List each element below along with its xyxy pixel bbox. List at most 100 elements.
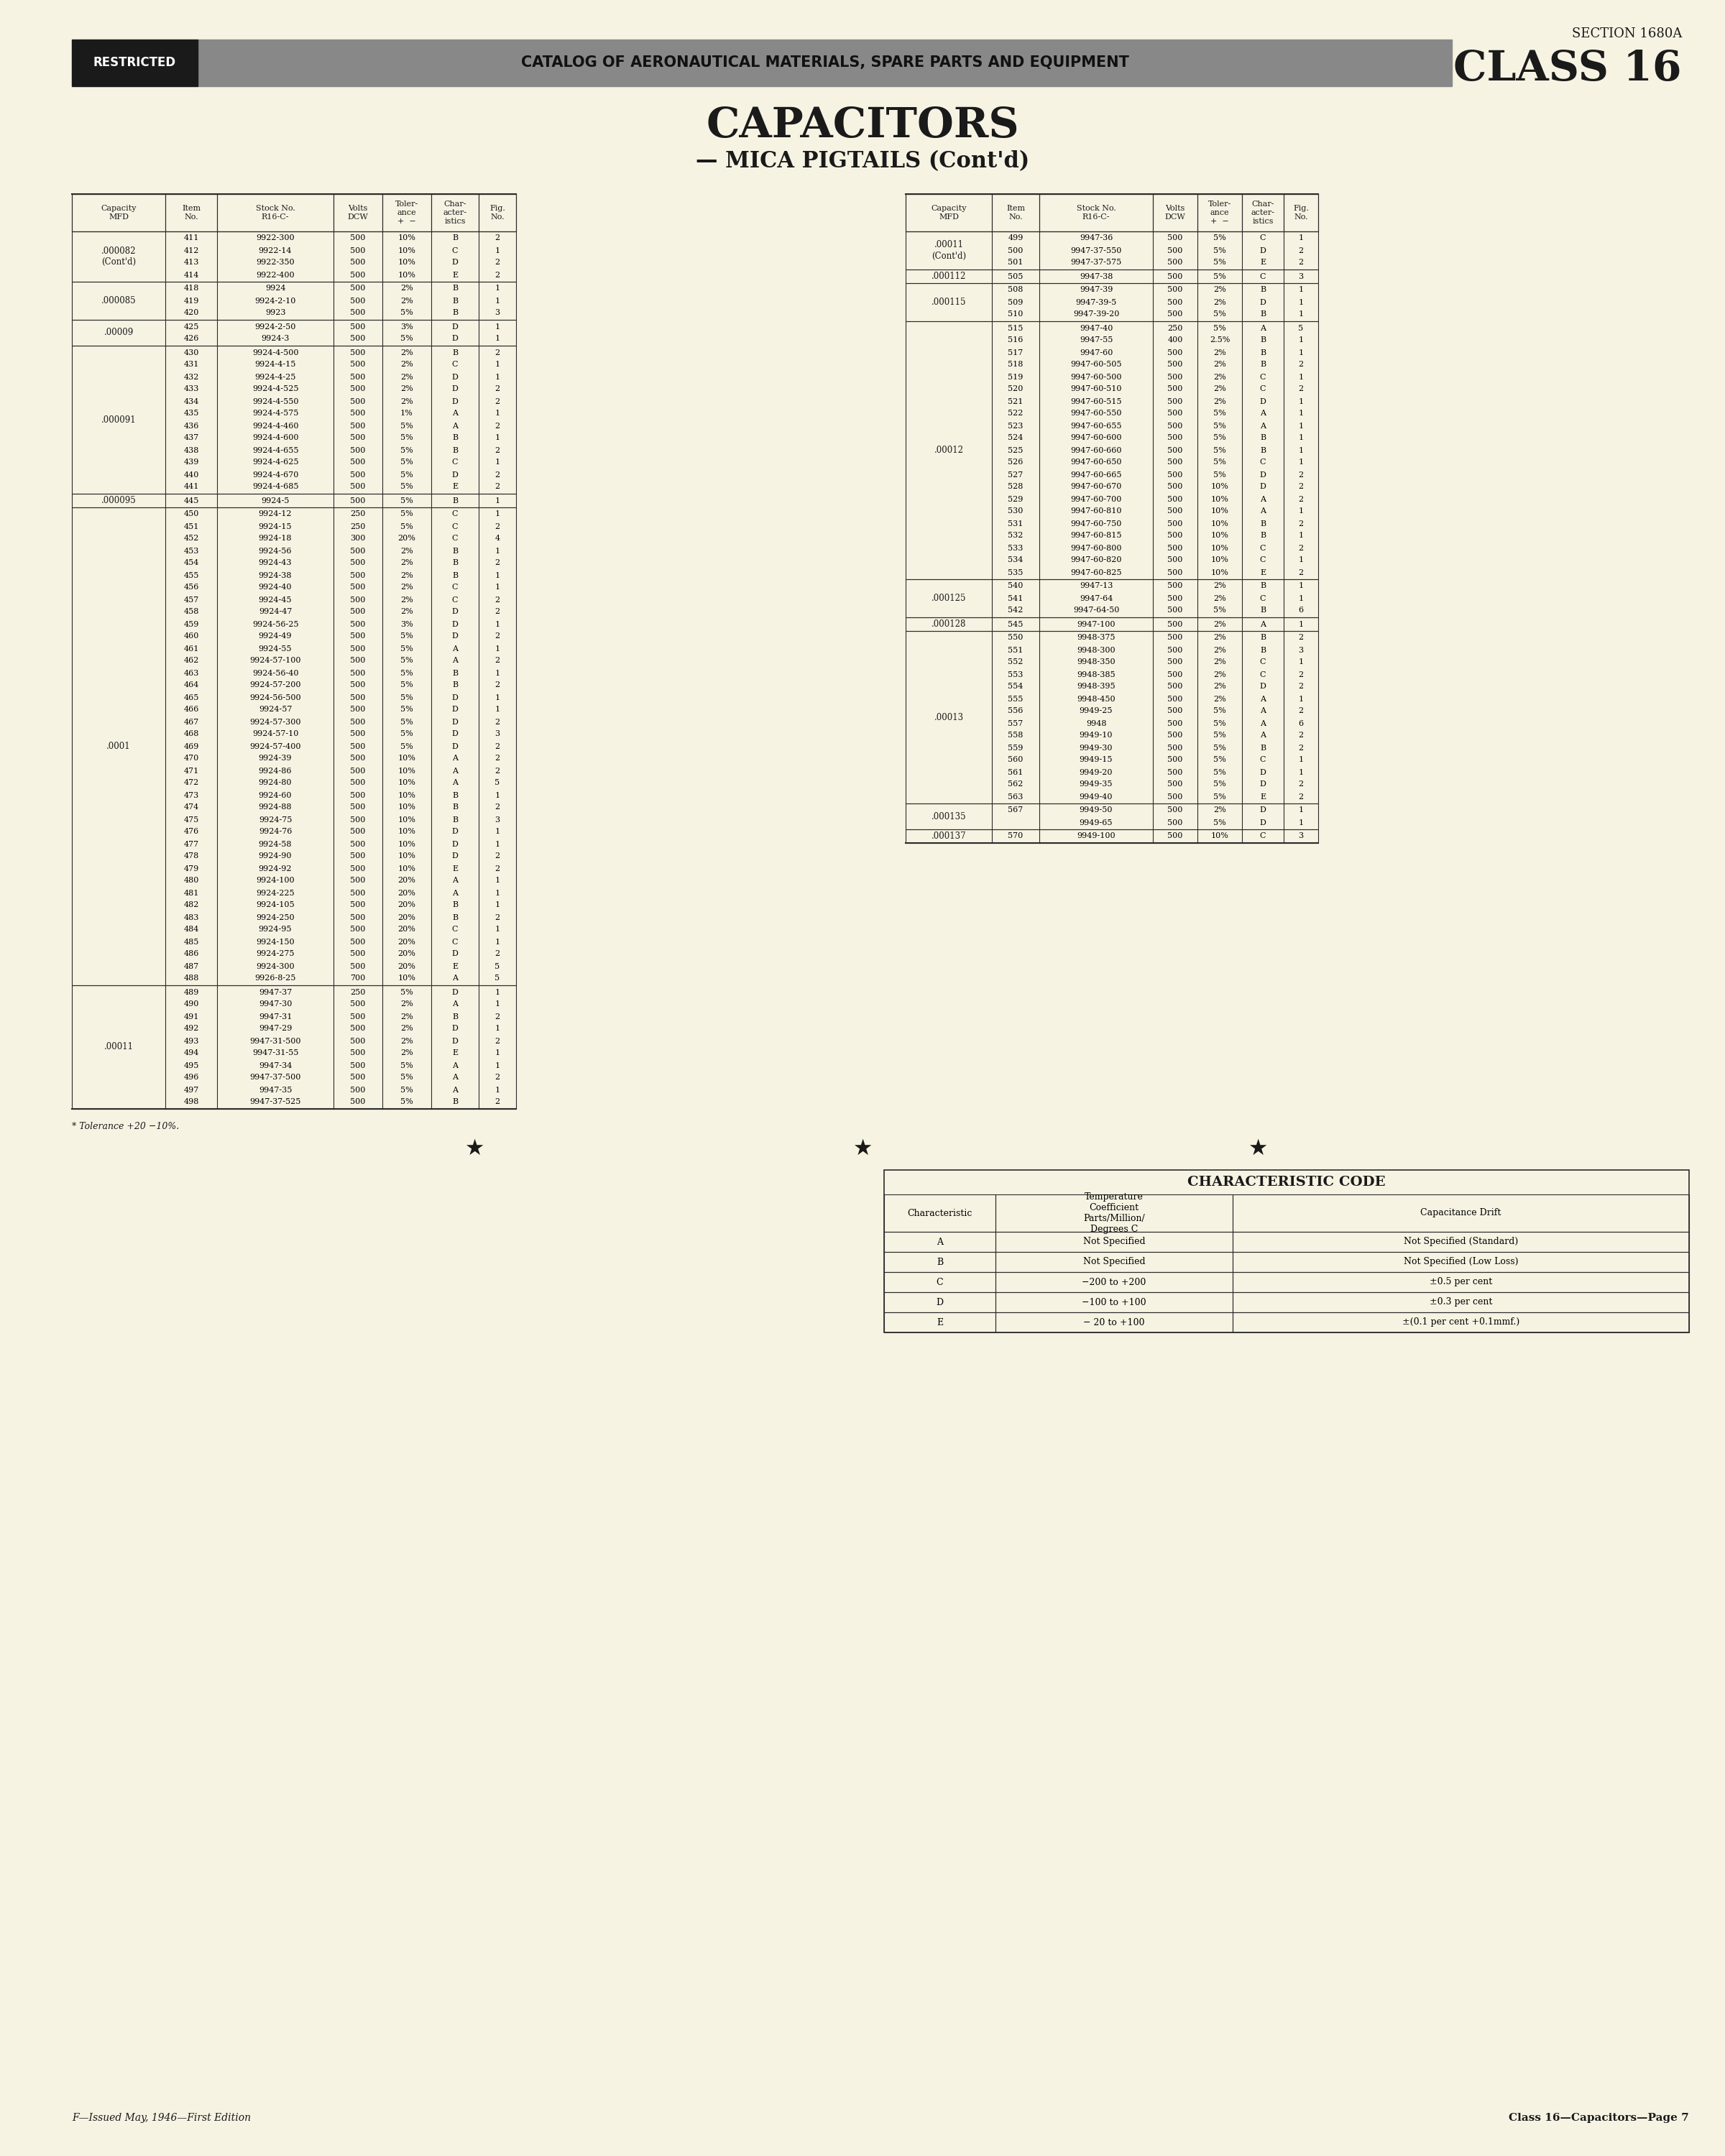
Text: RESTRICTED: RESTRICTED: [93, 56, 176, 69]
Text: 1: 1: [495, 1026, 500, 1033]
Text: 2: 2: [1299, 472, 1304, 479]
Text: 486: 486: [183, 951, 198, 957]
Text: .000085: .000085: [102, 295, 136, 306]
Text: C: C: [1259, 274, 1266, 280]
Text: 1: 1: [495, 436, 500, 442]
Text: 10%: 10%: [398, 259, 416, 267]
Text: D: D: [452, 718, 459, 724]
Text: 9924-56: 9924-56: [259, 548, 292, 554]
Text: 2: 2: [495, 483, 500, 492]
Text: 9924-250: 9924-250: [255, 914, 295, 921]
Text: 500: 500: [350, 901, 366, 910]
Text: 483: 483: [183, 914, 198, 921]
Text: B: B: [452, 310, 457, 317]
Text: 9947-38: 9947-38: [1080, 274, 1113, 280]
Bar: [198, 39, 1452, 86]
Text: 500: 500: [350, 742, 366, 750]
Text: 2: 2: [495, 446, 500, 455]
Text: 9924-80: 9924-80: [259, 780, 292, 787]
Text: 9947-34: 9947-34: [259, 1063, 292, 1069]
Text: 500: 500: [350, 410, 366, 418]
Text: 570: 570: [1007, 832, 1023, 841]
Text: 555: 555: [1007, 694, 1023, 703]
Text: 518: 518: [1007, 360, 1023, 369]
Text: 2%: 2%: [1213, 634, 1226, 642]
Text: 476: 476: [183, 828, 198, 837]
Text: 9947-37-500: 9947-37-500: [250, 1074, 300, 1082]
Text: 500: 500: [350, 561, 366, 567]
Text: 5%: 5%: [1213, 780, 1226, 789]
Text: D: D: [1259, 300, 1266, 306]
Text: 3%: 3%: [400, 323, 414, 330]
Text: 500: 500: [1168, 533, 1183, 539]
Text: Class 16—Capacitors—Page 7: Class 16—Capacitors—Page 7: [1509, 2113, 1689, 2124]
Text: A: A: [452, 755, 457, 763]
Text: A: A: [452, 645, 457, 651]
Text: 500: 500: [1168, 757, 1183, 763]
Text: 500: 500: [350, 459, 366, 466]
Text: C: C: [452, 524, 459, 530]
Text: A: A: [1259, 707, 1266, 716]
Text: 480: 480: [183, 877, 198, 884]
Text: 481: 481: [183, 888, 198, 897]
Text: D: D: [1259, 248, 1266, 254]
Text: 10%: 10%: [398, 865, 416, 871]
Text: 413: 413: [183, 259, 198, 267]
Text: 9947-29: 9947-29: [259, 1026, 292, 1033]
Text: 5%: 5%: [400, 707, 414, 714]
Text: 9924-43: 9924-43: [259, 561, 292, 567]
Text: 9924-2-10: 9924-2-10: [255, 298, 297, 304]
Text: 500: 500: [1168, 694, 1183, 703]
Text: 500: 500: [350, 548, 366, 554]
Text: 532: 532: [1007, 533, 1023, 539]
Text: 9947-60-515: 9947-60-515: [1071, 397, 1121, 405]
Text: 2%: 2%: [400, 571, 414, 580]
Text: D: D: [452, 373, 459, 379]
Text: 9924-39: 9924-39: [259, 755, 292, 763]
Text: 9922-350: 9922-350: [255, 259, 295, 267]
Text: 2: 2: [1299, 569, 1304, 576]
Text: 1%: 1%: [400, 410, 414, 418]
Text: 250: 250: [1168, 326, 1183, 332]
Text: 9949-20: 9949-20: [1080, 770, 1113, 776]
Text: 3%: 3%: [400, 621, 414, 627]
Text: A: A: [452, 410, 457, 418]
Text: D: D: [452, 742, 459, 750]
Text: 1: 1: [495, 707, 500, 714]
Text: A: A: [1259, 496, 1266, 502]
Text: 5: 5: [1299, 326, 1304, 332]
Text: 500: 500: [350, 272, 366, 278]
Text: 437: 437: [183, 436, 198, 442]
Text: .00013: .00013: [933, 711, 964, 722]
Text: 9947-64-50: 9947-64-50: [1073, 608, 1120, 614]
Text: 500: 500: [350, 621, 366, 627]
Text: 3: 3: [1299, 274, 1304, 280]
Text: 9924-2-50: 9924-2-50: [255, 323, 297, 330]
Text: 500: 500: [1168, 793, 1183, 800]
Text: 500: 500: [1168, 259, 1183, 267]
Text: 2: 2: [1299, 520, 1304, 528]
Text: 489: 489: [183, 987, 198, 996]
Text: 9949-40: 9949-40: [1080, 793, 1113, 800]
Text: 9922-400: 9922-400: [255, 272, 295, 278]
Text: 500: 500: [1168, 373, 1183, 379]
Bar: [885, 1272, 995, 1291]
Text: 1: 1: [1299, 770, 1304, 776]
Text: Stock No.
R16-C-: Stock No. R16-C-: [1076, 205, 1116, 220]
Text: D: D: [452, 472, 459, 479]
Text: ±0.3 per cent: ±0.3 per cent: [1430, 1298, 1492, 1307]
Text: 484: 484: [183, 927, 198, 934]
Text: 500: 500: [1168, 310, 1183, 319]
Text: 500: 500: [350, 718, 366, 724]
Text: 1: 1: [1299, 287, 1304, 293]
Text: 1: 1: [495, 410, 500, 418]
Text: 9922-14: 9922-14: [259, 248, 292, 254]
Text: 2: 2: [495, 634, 500, 640]
Text: 500: 500: [1168, 720, 1183, 727]
Text: A: A: [1259, 694, 1266, 703]
Text: 9947-60-550: 9947-60-550: [1071, 410, 1121, 418]
Text: 9924-58: 9924-58: [259, 841, 292, 847]
Text: 5%: 5%: [400, 658, 414, 664]
Text: 5%: 5%: [1213, 248, 1226, 254]
Text: 500: 500: [350, 323, 366, 330]
